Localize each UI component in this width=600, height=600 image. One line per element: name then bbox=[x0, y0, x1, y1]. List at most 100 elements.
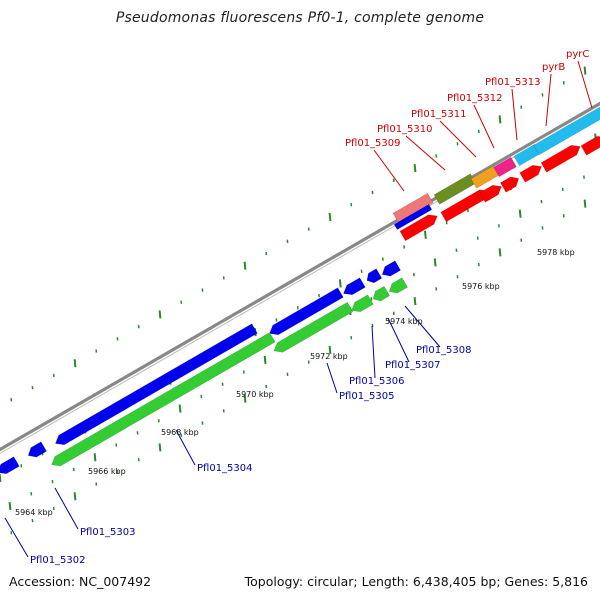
red-cds-row1-2 bbox=[500, 176, 520, 193]
blue-cds-1-shape bbox=[27, 441, 47, 458]
tick-upper-near bbox=[424, 230, 427, 239]
red-cds-row2-0-shape bbox=[399, 214, 438, 242]
blue-cds-3 bbox=[269, 287, 344, 336]
red-cds-row1-1-shape bbox=[479, 184, 502, 203]
map-title: Pseudomonas fluorescens Pf0-1, complete … bbox=[115, 10, 485, 26]
backbone-line-outer bbox=[0, 101, 600, 452]
tick-lower-near bbox=[433, 258, 437, 267]
tick-lower-far bbox=[73, 492, 77, 501]
leader-upper-5 bbox=[545, 73, 552, 127]
green-cds-0-shape bbox=[51, 332, 276, 467]
green-cds-4-shape bbox=[388, 277, 408, 294]
blue-cds-3-shape bbox=[269, 287, 344, 336]
leader-lower-4 bbox=[371, 325, 376, 379]
tick-lower-near bbox=[8, 501, 12, 511]
gene-label-upper-4: Pfl01_5313 bbox=[485, 77, 541, 88]
gene-label-upper-0: Pfl01_5309 bbox=[345, 138, 401, 149]
gene-label-lower-5: Pfl01_5307 bbox=[385, 360, 441, 371]
gene-label-lower-6: Pfl01_5308 bbox=[416, 345, 472, 356]
scale-label-5: 5974 kbp bbox=[385, 317, 423, 326]
scale-label-3: 5970 kbp bbox=[236, 390, 274, 399]
leader-lower-2 bbox=[175, 429, 196, 466]
leader-upper-1 bbox=[405, 135, 446, 171]
leader-lower-3 bbox=[326, 362, 338, 394]
leader-upper-0 bbox=[373, 149, 405, 192]
gene-features bbox=[0, 96, 600, 475]
upper-feature-5312 bbox=[493, 156, 517, 178]
red-cds-row1-4 bbox=[540, 144, 581, 173]
gene-label-lower-2: Pfl01_5304 bbox=[197, 463, 253, 474]
blue-cds-6-shape bbox=[381, 260, 401, 277]
gene-label-lower-1: Pfl01_5303 bbox=[80, 527, 136, 538]
red-cds-row1-5 bbox=[580, 135, 600, 156]
upper-feature-5309-shape bbox=[392, 192, 434, 224]
upper-feature-5309 bbox=[392, 192, 434, 224]
leader-upper-6 bbox=[577, 60, 593, 109]
scale-label-2: 5968 kbp bbox=[161, 428, 199, 437]
tick-marks bbox=[0, 66, 597, 535]
tick-upper-far bbox=[498, 115, 502, 124]
backbone-line-inner bbox=[0, 106, 600, 455]
blue-cds-5-shape bbox=[366, 268, 383, 284]
tick-lower-far bbox=[413, 297, 417, 306]
tick-upper-near bbox=[338, 279, 342, 288]
topology-label: Topology: circular; Length: 6,438,405 bp… bbox=[244, 574, 588, 589]
red-cds-row1-3 bbox=[519, 164, 542, 183]
label-leaders bbox=[4, 60, 593, 558]
red-cds-row1-2-shape bbox=[500, 176, 520, 193]
red-cds-row1-5-shape bbox=[580, 135, 600, 156]
upper-feature-5309-blue bbox=[393, 203, 433, 231]
tick-upper-far bbox=[328, 212, 332, 222]
leader-lower-6 bbox=[404, 305, 441, 348]
green-cds-3-shape bbox=[372, 285, 391, 302]
scale-label-0: 5964 kbp bbox=[15, 508, 53, 517]
red-cds-row1-4-shape bbox=[540, 144, 581, 173]
blue-cds-2 bbox=[54, 323, 258, 446]
gene-label-upper-5: pyrB bbox=[542, 62, 565, 73]
green-cds-2 bbox=[351, 294, 374, 313]
red-cds-row1-1 bbox=[479, 184, 502, 203]
leader-upper-4 bbox=[511, 88, 518, 141]
tick-lower-near bbox=[178, 404, 182, 413]
leader-upper-3 bbox=[473, 104, 495, 149]
tick-upper-far bbox=[243, 261, 247, 270]
blue-cds-0-shape bbox=[0, 456, 20, 475]
blue-cds-0 bbox=[0, 456, 20, 475]
blue-cds-2-shape bbox=[54, 323, 258, 446]
gene-label-upper-2: Pfl01_5311 bbox=[411, 109, 467, 120]
blue-cds-4 bbox=[343, 277, 366, 296]
tick-lower-near bbox=[93, 453, 97, 462]
red-cds-row2-0 bbox=[399, 214, 438, 242]
red-cds-row1-3-shape bbox=[519, 164, 542, 183]
tick-lower-far bbox=[243, 394, 247, 403]
green-cds-2-shape bbox=[351, 294, 374, 313]
blue-cds-1 bbox=[27, 441, 47, 458]
gene-label-lower-4: Pfl01_5306 bbox=[349, 376, 405, 387]
gene-label-upper-3: Pfl01_5312 bbox=[447, 93, 503, 104]
tick-lower-far bbox=[328, 345, 332, 355]
tick-lower-far bbox=[583, 199, 587, 208]
green-cds-4 bbox=[388, 277, 408, 294]
scale-label-1: 5966 kbp bbox=[88, 467, 126, 476]
tick-lower-far bbox=[498, 248, 502, 257]
tick-upper-far bbox=[583, 66, 587, 75]
gene-label-lower-0: Pfl01_5302 bbox=[30, 555, 86, 566]
scale-label-7: 5978 kbp bbox=[537, 248, 575, 257]
leader-upper-2 bbox=[439, 120, 477, 158]
accession-label: Accession: NC_007492 bbox=[9, 574, 152, 589]
tick-lower-near bbox=[518, 209, 522, 218]
upper-feature-5312-shape bbox=[493, 156, 517, 178]
gene-label-upper-1: Pfl01_5310 bbox=[377, 124, 433, 135]
tick-lower-near bbox=[263, 355, 267, 364]
leader-lower-1 bbox=[54, 487, 79, 530]
tick-lower-far bbox=[158, 443, 162, 452]
leader-lower-5 bbox=[387, 317, 410, 363]
green-cds-3 bbox=[372, 285, 391, 302]
upper-feature-pyrB-shape bbox=[533, 96, 600, 156]
blue-cds-6 bbox=[381, 260, 401, 277]
blue-cds-5 bbox=[366, 268, 383, 284]
labels: Pfl01_5309 Pfl01_5310 Pfl01_5311 Pfl01_5312… bbox=[15, 49, 589, 566]
blue-cds-4-shape bbox=[343, 277, 366, 296]
